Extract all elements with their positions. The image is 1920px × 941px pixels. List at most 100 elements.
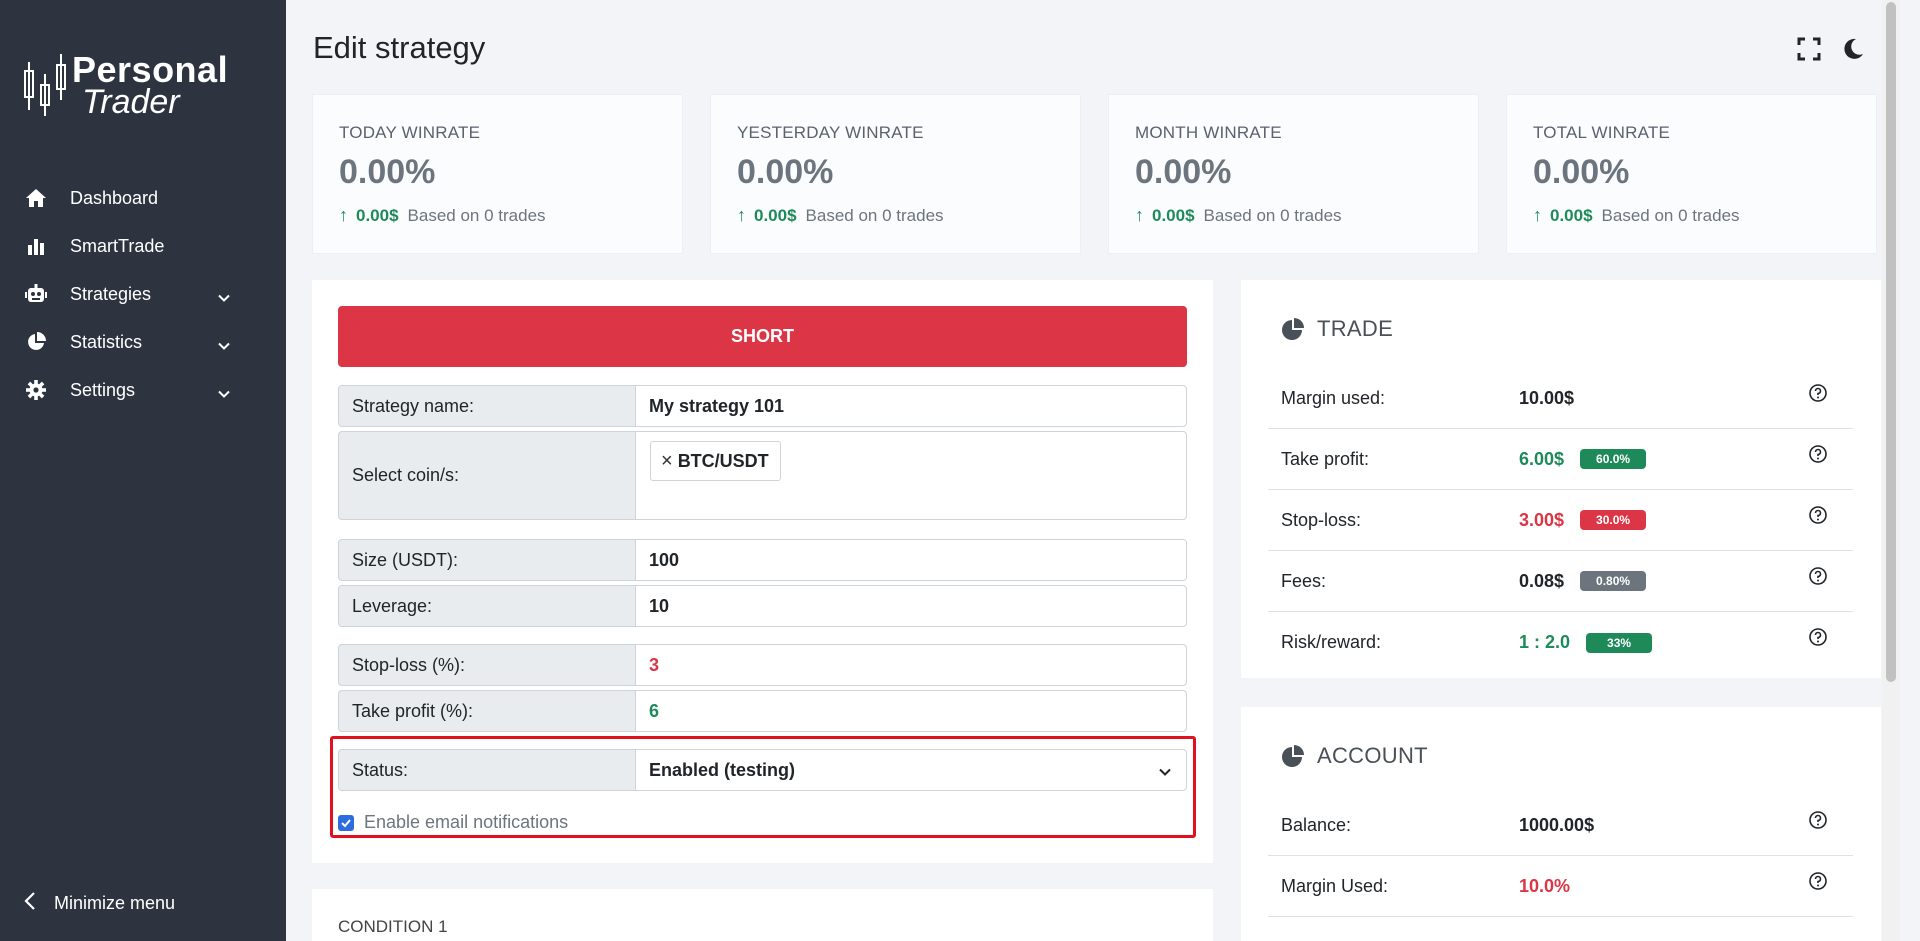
trade-row-value: 3.00$ xyxy=(1519,509,1565,530)
email-notifications-checkbox-row[interactable]: Enable email notifications xyxy=(338,812,568,833)
chevron-left-icon xyxy=(24,892,36,915)
account-row-value: 1000.00$ xyxy=(1519,814,1595,835)
sidebar-item-statistics[interactable]: Statistics xyxy=(0,318,286,366)
sidebar-item-label: Settings xyxy=(70,379,136,400)
main-content: Edit strategy TODAY WINRATE 0.00% ↑ 0.00$… xyxy=(286,0,1900,941)
sidebar-item-label: Statistics xyxy=(70,331,143,352)
logo-line2: Trader xyxy=(82,83,180,121)
sidebar-item-smarttrade[interactable]: SmartTrade xyxy=(0,222,286,270)
stat-card-total: TOTAL WINRATE 0.00% ↑ 0.00$ Based on 0 tra… xyxy=(1506,94,1877,254)
size-input[interactable]: 100 xyxy=(635,539,1187,581)
trade-row-label: Stop-loss: xyxy=(1281,509,1362,530)
trade-row-label: Take profit: xyxy=(1281,448,1370,469)
stat-amount: 0.00$ xyxy=(1550,205,1593,225)
candlestick-logo-icon xyxy=(24,54,70,122)
arrow-up-icon: ↑ xyxy=(737,205,746,225)
page-title: Edit strategy xyxy=(313,30,486,65)
stop-loss-label: Stop-loss (%): xyxy=(338,644,635,686)
coin-tag-label: BTC/USDT xyxy=(677,450,769,471)
take-profit-row: Take profit (%): 6 xyxy=(338,690,1187,732)
scrollbar-thumb[interactable] xyxy=(1886,2,1896,682)
trade-row-label: Fees: xyxy=(1281,570,1327,591)
trade-row-value: 6.00$ xyxy=(1519,448,1565,469)
stat-label: MONTH WINRATE xyxy=(1135,123,1282,142)
pie-chart-icon xyxy=(1281,317,1305,341)
take-profit-input[interactable]: 6 xyxy=(635,690,1187,732)
strategy-name-label: Strategy name: xyxy=(338,385,635,427)
trade-row-risk-reward: Risk/reward: 1 : 2.0 33% xyxy=(1268,612,1853,673)
chevron-down-icon xyxy=(218,288,230,302)
account-row-margin-used: Margin Used: 10.0% xyxy=(1268,856,1853,917)
trade-row-margin: Margin used: 10.00$ xyxy=(1268,368,1853,429)
leverage-input[interactable]: 10 xyxy=(635,585,1187,627)
sidebar-item-settings[interactable]: Settings xyxy=(0,366,286,414)
page-scrollbar[interactable] xyxy=(1882,0,1900,941)
strategy-name-row: Strategy name: My strategy 101 xyxy=(338,385,1187,427)
stat-label: TODAY WINRATE xyxy=(339,123,481,142)
help-icon[interactable] xyxy=(1808,871,1828,891)
size-row: Size (USDT): 100 xyxy=(338,539,1187,581)
account-row-label: Balance: xyxy=(1281,814,1352,835)
status-select[interactable]: Enabled (testing) xyxy=(635,749,1187,791)
trade-row-label: Margin used: xyxy=(1281,387,1386,408)
help-icon[interactable] xyxy=(1808,627,1828,647)
minimize-menu-button[interactable]: Minimize menu xyxy=(24,892,175,915)
moon-icon[interactable] xyxy=(1840,36,1866,62)
stat-value: 0.00% xyxy=(339,153,436,191)
stop-loss-row: Stop-loss (%): 3 xyxy=(338,644,1187,686)
condition-panel: CONDITION 1 xyxy=(312,889,1213,941)
percentage-badge: 0.80% xyxy=(1580,571,1647,591)
help-icon[interactable] xyxy=(1808,810,1828,830)
select-coins-label: Select coin/s: xyxy=(338,431,635,520)
trade-row-stop-loss: Stop-loss: 3.00$ 30.0% xyxy=(1268,490,1853,551)
status-row: Status: Enabled (testing) xyxy=(338,749,1187,791)
arrow-up-icon: ↑ xyxy=(1135,205,1144,225)
stat-card-yesterday: YESTERDAY WINRATE 0.00% ↑ 0.00$ Based on 0… xyxy=(710,94,1081,254)
sidebar-nav: Dashboard SmartTrade Strategies Statisti… xyxy=(0,174,286,414)
stat-subtext: Based on 0 trades xyxy=(805,205,944,225)
stat-amount: 0.00$ xyxy=(754,205,797,225)
percentage-badge: 60.0% xyxy=(1580,449,1647,469)
arrow-up-icon: ↑ xyxy=(339,205,348,225)
percentage-badge: 30.0% xyxy=(1580,510,1647,530)
sidebar-item-dashboard[interactable]: Dashboard xyxy=(0,174,286,222)
help-icon[interactable] xyxy=(1808,383,1828,403)
help-icon[interactable] xyxy=(1808,505,1828,525)
stat-value: 0.00% xyxy=(1135,153,1232,191)
email-notifications-label: Enable email notifications xyxy=(364,812,569,832)
sidebar-item-label: SmartTrade xyxy=(70,235,165,256)
sidebar-item-label: Strategies xyxy=(70,283,152,304)
home-icon xyxy=(24,186,48,210)
trade-row-value: 1 : 2.0 xyxy=(1519,632,1571,652)
stat-subtext: Based on 0 trades xyxy=(1601,205,1740,225)
account-panel-title: ACCOUNT xyxy=(1317,743,1428,768)
select-coins-row: Select coin/s: × BTC/USDT xyxy=(338,431,1187,520)
help-icon[interactable] xyxy=(1808,444,1828,464)
percentage-badge: 33% xyxy=(1586,632,1653,653)
arrow-up-icon: ↑ xyxy=(1533,205,1542,225)
robot-icon xyxy=(24,282,48,306)
chevron-down-icon xyxy=(1158,763,1172,777)
account-row-value: 10.0% xyxy=(1519,875,1571,896)
help-icon[interactable] xyxy=(1808,566,1828,586)
strategy-form-panel: SHORT Strategy name: My strategy 101 Sel… xyxy=(312,280,1213,863)
trade-panel: TRADE Margin used: 10.00$ Take profit: 6… xyxy=(1241,280,1881,678)
stat-subtext: Based on 0 trades xyxy=(1203,205,1342,225)
stat-card-today: TODAY WINRATE 0.00% ↑ 0.00$ Based on 0 tra… xyxy=(312,94,683,254)
sidebar-item-strategies[interactable]: Strategies xyxy=(0,270,286,318)
fullscreen-icon[interactable] xyxy=(1796,36,1822,62)
trade-row-take-profit: Take profit: 6.00$ 60.0% xyxy=(1268,429,1853,490)
logo[interactable]: Personal Trader xyxy=(24,52,228,122)
stop-loss-input[interactable]: 3 xyxy=(635,644,1187,686)
coin-multiselect[interactable]: × BTC/USDT xyxy=(635,431,1187,520)
chevron-down-icon xyxy=(218,384,230,398)
strategy-name-input[interactable]: My strategy 101 xyxy=(635,385,1187,427)
remove-tag-icon[interactable]: × xyxy=(661,449,673,472)
email-notifications-checkbox[interactable] xyxy=(338,814,354,831)
stat-subtext: Based on 0 trades xyxy=(407,205,546,225)
trade-row-value: 10.00$ xyxy=(1519,387,1575,408)
coin-tag[interactable]: × BTC/USDT xyxy=(650,441,781,481)
status-value: Enabled (testing) xyxy=(649,759,796,780)
sidebar: Personal Trader Dashboard SmartTrade Str… xyxy=(0,0,286,941)
short-button[interactable]: SHORT xyxy=(338,306,1187,367)
